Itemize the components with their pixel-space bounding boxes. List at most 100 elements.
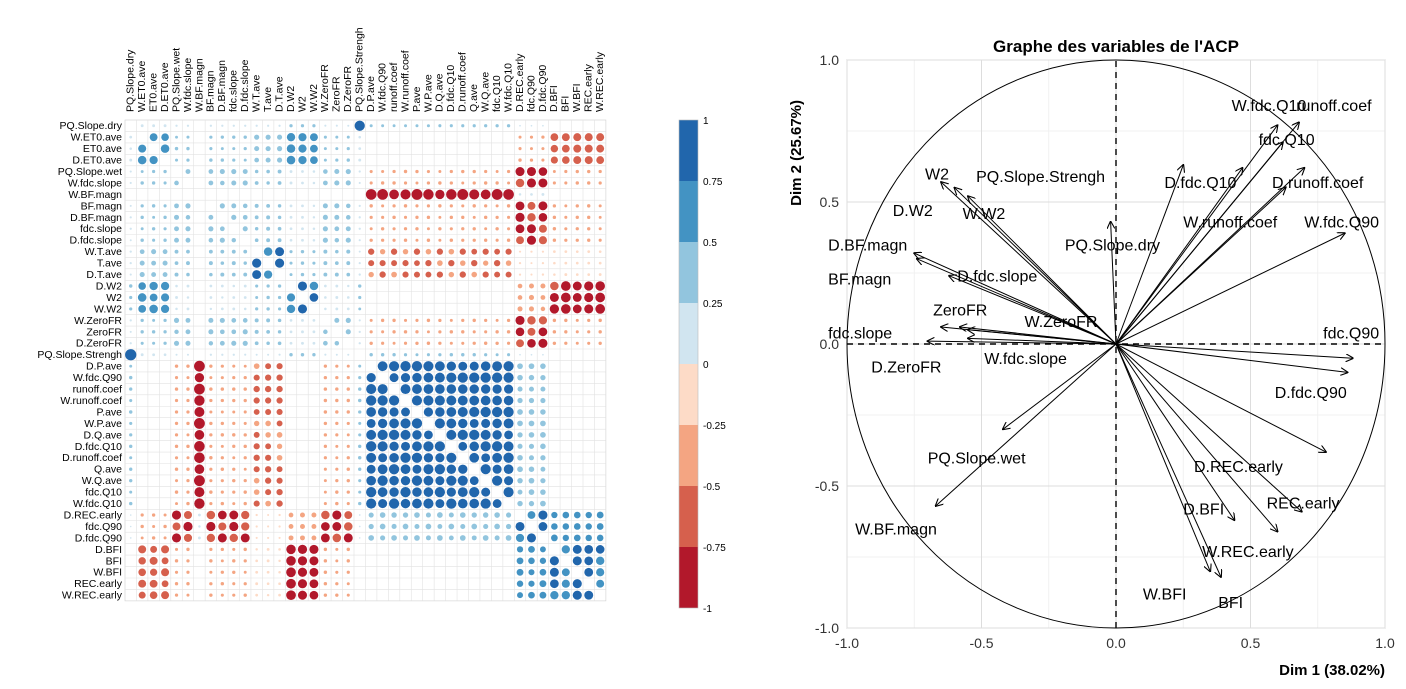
corr-circle [528,477,535,484]
corr-circle [503,464,514,475]
corr-circle [482,260,489,266]
corr-circle [446,395,457,406]
corr-circle [335,582,339,586]
corr-circle [564,227,568,231]
row-label-pq-slope-strengh: PQ.Slope.Strengh [37,349,122,361]
corr-circle [358,501,362,506]
row-label-pq-slope-wet: PQ.Slope.wet [58,166,122,178]
corr-circle [346,307,350,311]
corr-circle [276,432,283,438]
row-label-w-t-ave: W.T.ave [85,246,123,258]
corr-circle [446,487,456,497]
corr-circle [402,271,409,278]
corr-circle [575,318,579,322]
row-label-w-bf-magn: W.BF.magn [68,189,122,201]
corr-circle [483,215,488,220]
corr-circle [220,261,225,265]
corr-circle [575,204,579,208]
corr-circle [469,189,480,200]
corr-circle [185,226,191,232]
corr-circle [403,204,408,208]
corr-circle [449,353,454,357]
corr-circle [368,523,374,530]
corr-circle [289,330,293,334]
corr-circle [160,304,170,314]
corr-circle [412,384,422,394]
corr-circle [347,353,350,356]
corr-circle [492,499,502,508]
vector-label-d-fdc-slope: D.fdc.slope [957,269,1037,286]
corr-circle [186,146,190,151]
corr-circle [186,593,190,597]
corr-circle [400,384,411,395]
corr-circle [175,502,179,506]
corr-circle [459,512,466,518]
vector-label-pq-slope-strengh: PQ.Slope.Strengh [976,169,1105,186]
corr-circle [584,304,594,314]
corr-circle [347,124,350,127]
corr-circle [562,156,570,164]
corr-circle [380,353,385,357]
vector-label-bfi: BFI [1218,595,1243,612]
corr-circle [438,215,442,219]
corr-circle [573,511,581,519]
corr-circle [335,479,339,483]
corr-circle [301,204,304,208]
corr-circle [232,456,236,460]
corr-circle [481,384,491,394]
col-label-w-bf-magn: W.BF.magn [193,58,205,112]
vector-label-d-rec-early: D.REC.early [1194,459,1283,476]
corr-circle [435,384,445,394]
corr-circle [162,260,168,266]
corr-circle [505,271,512,278]
corr-circle [174,582,179,586]
row-label-w-fdc-q10: W.fdc.Q10 [73,498,122,510]
corr-circle [335,593,339,597]
corr-circle [438,318,442,323]
corr-circle [140,227,144,231]
corr-circle [425,260,432,267]
corr-circle [528,386,534,392]
corr-circle [584,567,594,577]
corr-circle [140,513,144,517]
corr-circle [519,353,521,356]
corr-circle [503,487,514,498]
corr-circle [552,170,556,174]
corr-circle [390,248,398,255]
corr-circle [595,292,606,303]
corr-circle [276,363,283,370]
corr-circle [564,215,568,219]
corr-circle [553,250,556,254]
corr-circle [550,534,558,542]
corr-circle [129,330,132,333]
corr-circle [265,454,272,461]
corr-circle [575,215,579,219]
corr-circle [469,384,479,394]
corr-circle [266,582,270,586]
corr-circle [561,133,570,142]
corr-circle [517,295,523,300]
corr-circle [472,215,476,219]
corr-circle [323,261,328,266]
corr-circle [403,181,408,185]
corr-circle [161,545,170,554]
vector-arrow-w-fdc-slope [968,338,1117,345]
col-label-d-fdc-q10: D.fdc.Q10 [445,65,457,112]
corr-circle [242,329,248,335]
corr-circle [403,330,408,334]
corr-circle [252,270,262,280]
corr-circle [472,330,476,334]
corr-circle [517,443,523,449]
corr-circle [379,260,386,267]
corr-circle [426,181,431,185]
vector-arrow-rec-early [1115,343,1302,512]
row-label-d-t-ave: D.T.ave [86,269,122,281]
corr-circle [517,374,523,381]
corr-circle [253,397,260,404]
corr-circle [377,384,388,395]
corr-circle [540,306,546,312]
corr-circle [528,580,535,587]
corr-circle [194,464,205,475]
corr-circle [381,330,385,334]
corr-circle [564,341,568,345]
